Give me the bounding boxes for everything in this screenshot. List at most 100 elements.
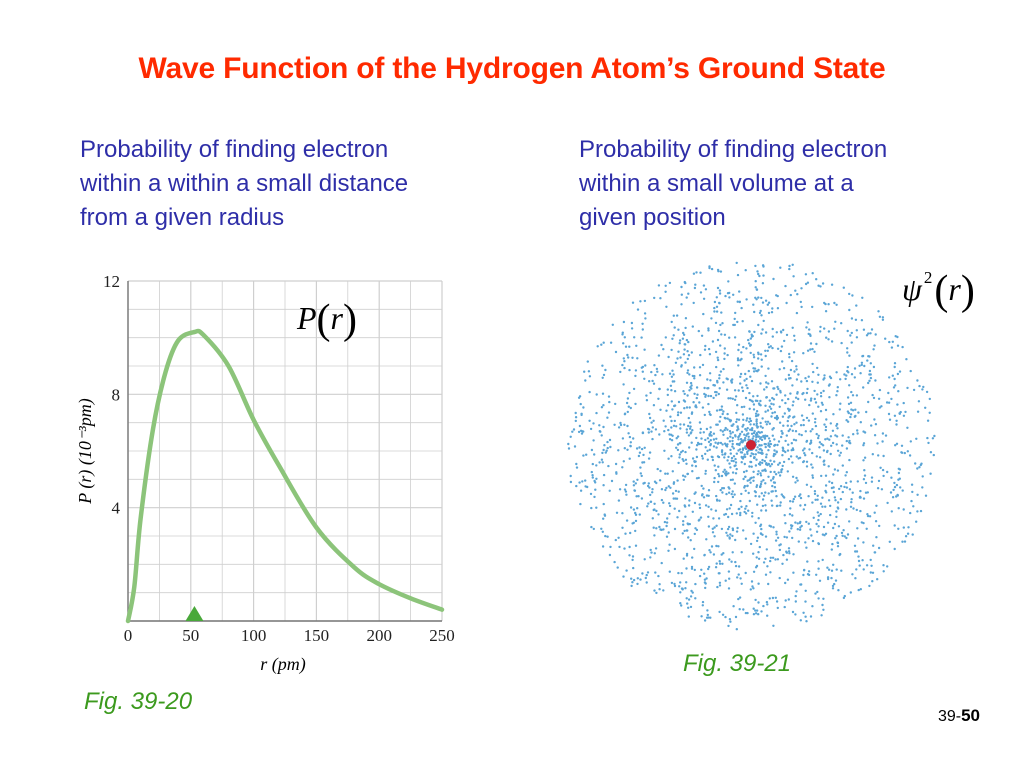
electron-dot — [857, 588, 860, 592]
electron-dot — [748, 465, 751, 468]
electron-dot — [709, 431, 712, 434]
electron-dot — [731, 495, 735, 499]
electron-dot — [772, 452, 776, 456]
electron-dot — [863, 364, 866, 368]
electron-dot — [739, 451, 743, 454]
electron-dot — [873, 511, 876, 514]
electron-dot — [882, 454, 885, 458]
electron-dot — [933, 434, 936, 438]
electron-dot — [857, 411, 860, 414]
electron-dot — [654, 571, 657, 574]
electron-dot — [794, 481, 797, 484]
electron-dot — [850, 317, 854, 320]
electron-dot — [728, 487, 731, 490]
electron-dot — [750, 580, 754, 583]
electron-dot — [745, 377, 748, 381]
electron-dot — [819, 512, 822, 516]
electron-dot — [764, 573, 768, 576]
electron-dot — [709, 413, 712, 417]
electron-dot — [862, 386, 865, 389]
electron-dot — [830, 576, 833, 580]
electron-dot — [730, 380, 733, 383]
electron-dot — [916, 379, 919, 382]
electron-dot — [729, 435, 732, 438]
electron-dot — [704, 586, 707, 590]
electron-dot — [818, 446, 821, 449]
formula-symbol: P — [297, 300, 317, 336]
electron-dot — [742, 470, 746, 474]
electron-dot — [631, 581, 634, 584]
electron-dot — [878, 388, 882, 392]
electron-dot — [635, 495, 638, 498]
electron-dot — [867, 381, 870, 385]
electron-dot — [791, 536, 794, 540]
electron-dot — [747, 342, 751, 345]
electron-dot — [780, 435, 783, 439]
electron-dot — [715, 498, 719, 501]
electron-dot — [755, 420, 758, 423]
electron-dot — [847, 411, 850, 415]
electron-dot — [712, 517, 715, 520]
electron-dot — [870, 476, 874, 479]
electron-dot — [793, 339, 796, 342]
electron-dot — [907, 526, 910, 529]
electron-dot — [648, 451, 652, 454]
electron-dot — [828, 480, 831, 483]
electron-dot — [821, 496, 824, 499]
electron-dot — [780, 429, 783, 433]
electron-dot — [749, 419, 753, 423]
electron-dot — [791, 429, 794, 432]
right-description: Probability of finding electron within a… — [579, 133, 887, 235]
electron-dot — [891, 340, 894, 343]
electron-dot — [691, 464, 694, 467]
electron-dot — [673, 419, 676, 423]
electron-dot — [772, 403, 775, 406]
electron-dot — [800, 433, 803, 437]
electron-dot — [640, 336, 643, 339]
electron-dot — [735, 429, 739, 432]
electron-dot — [754, 598, 757, 602]
electron-dot — [706, 613, 709, 617]
electron-dot — [761, 426, 764, 429]
electron-dot — [848, 308, 851, 312]
electron-dot — [728, 618, 732, 621]
electron-dot — [666, 393, 669, 397]
electron-dot — [727, 280, 730, 283]
electron-dot — [725, 470, 728, 473]
electron-dot — [921, 475, 924, 478]
electron-dot — [619, 421, 622, 425]
electron-dot — [872, 348, 875, 351]
electron-dot — [637, 454, 641, 458]
electron-dot — [882, 564, 885, 567]
electron-dot — [600, 343, 603, 346]
electron-dot — [715, 562, 718, 565]
electron-dot — [748, 417, 752, 420]
electron-dot — [810, 463, 813, 466]
electron-dot — [898, 370, 902, 373]
electron-dot — [713, 526, 716, 529]
electron-dot — [718, 475, 721, 478]
electron-dot — [772, 398, 776, 401]
electron-dot — [649, 500, 652, 503]
left-figure-caption: Fig. 39-20 — [84, 688, 193, 715]
electron-dot — [740, 582, 743, 585]
electron-dot — [752, 532, 755, 535]
slide-number: 39-50 — [938, 706, 980, 726]
electron-dot — [759, 353, 763, 356]
electron-dot — [675, 497, 679, 500]
electron-dot — [754, 491, 757, 494]
electron-dot — [850, 390, 853, 394]
electron-dot — [674, 489, 678, 493]
electron-dot — [841, 444, 844, 447]
left-description: Probability of finding electron within a… — [80, 133, 408, 235]
electron-dot — [916, 467, 919, 470]
electron-dot — [848, 458, 851, 462]
electron-dot — [806, 321, 809, 324]
electron-dot — [731, 478, 734, 481]
electron-dot — [723, 453, 727, 456]
electron-dot — [762, 561, 766, 564]
electron-dot — [685, 428, 688, 431]
electron-dot — [848, 384, 851, 387]
electron-dot — [628, 435, 632, 439]
electron-dot — [894, 335, 897, 338]
